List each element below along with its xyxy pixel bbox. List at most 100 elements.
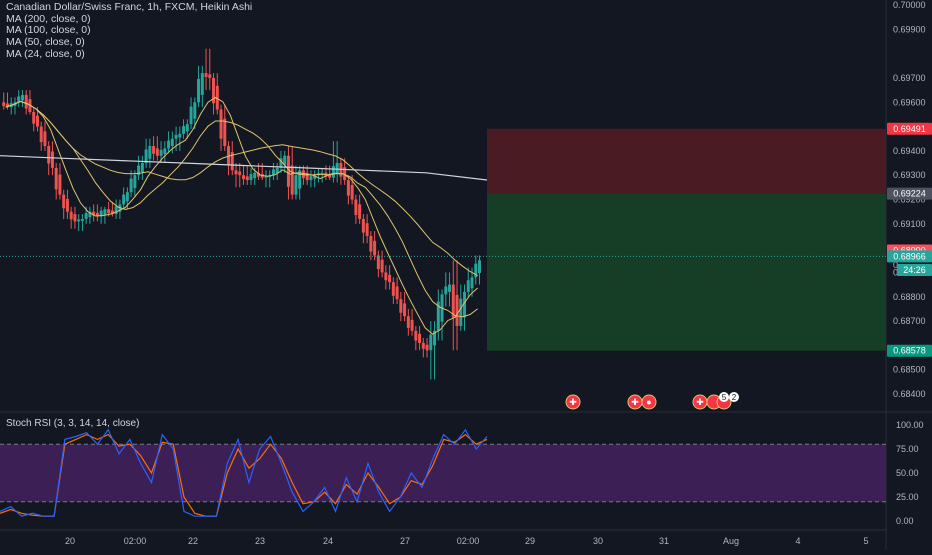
candle-body xyxy=(2,102,6,107)
candle-body xyxy=(425,344,429,351)
candle-body xyxy=(466,280,470,292)
price-tag-label: 0.68578 xyxy=(893,346,926,356)
candle-body xyxy=(391,282,395,296)
price-tick-label: 0.69700 xyxy=(893,73,926,83)
candle-body xyxy=(410,319,414,331)
event-marker-icon: ✚ xyxy=(696,397,704,407)
event-marker-icon: ✚ xyxy=(631,397,639,407)
candle-body xyxy=(84,213,88,219)
candle-body xyxy=(129,178,133,193)
stoch-rsi-tick-label: 100.00 xyxy=(896,420,924,430)
candle-body xyxy=(92,211,96,216)
stop-loss-zone[interactable] xyxy=(487,128,886,194)
candles-layer xyxy=(2,48,482,380)
candle-body xyxy=(17,96,21,103)
candle-body xyxy=(43,131,47,147)
candle-body xyxy=(283,155,287,165)
price-tick-label: 0.69400 xyxy=(893,146,926,156)
candle-body xyxy=(444,286,448,295)
stoch-rsi-axis[interactable]: 100.00 75.00 50.00 25.00 0.00 xyxy=(896,420,924,526)
candle-body xyxy=(107,209,111,214)
candle-body xyxy=(230,152,234,171)
candle-body xyxy=(204,73,208,77)
candle-body xyxy=(331,165,335,178)
candle-body xyxy=(463,291,467,318)
ma24-line xyxy=(5,96,478,335)
candle-body xyxy=(5,103,9,108)
candle-body xyxy=(144,149,148,164)
event-marker[interactable] xyxy=(565,394,581,410)
time-axis[interactable]: 20 02:00 22 23 24 27 02:00 29 30 31 Aug 4 5 xyxy=(65,536,869,546)
stoch-rsi-legend[interactable]: Stoch RSI (3, 3, 14, 14, close) xyxy=(6,418,140,429)
candle-body xyxy=(418,333,422,343)
candle-body xyxy=(328,173,332,178)
candle-body xyxy=(122,194,126,205)
candle-body xyxy=(380,259,384,273)
ma200-line xyxy=(0,155,488,181)
price-tag-label: 0.69224 xyxy=(893,189,926,199)
candle-body xyxy=(346,180,350,196)
candle-body xyxy=(459,298,463,326)
candle-body xyxy=(264,175,268,178)
stoch-rsi-lines xyxy=(0,428,488,517)
price-tag-label: 0.68966 xyxy=(893,251,926,261)
candle-body xyxy=(286,155,290,187)
candle-body xyxy=(73,214,77,222)
candle-body xyxy=(451,284,455,318)
candle-body xyxy=(373,240,377,256)
candle-body xyxy=(406,316,410,328)
candle-body xyxy=(133,175,137,188)
candle-body xyxy=(50,151,54,168)
stoch-rsi-tick-label: 75.00 xyxy=(896,444,919,454)
candle-body xyxy=(24,94,28,109)
take-profit-zone[interactable] xyxy=(487,193,886,351)
price-tag xyxy=(887,344,932,357)
time-tick-label: 02:00 xyxy=(457,536,480,546)
time-tick-label: 29 xyxy=(525,536,535,546)
symbol-title[interactable]: Canadian Dollar/Swiss Franc, 1h, FXCM, H… xyxy=(6,1,253,13)
candle-body xyxy=(365,223,369,236)
candle-body xyxy=(39,126,43,143)
candle-body xyxy=(478,260,482,274)
event-count-badge[interactable] xyxy=(729,392,739,402)
candle-body xyxy=(125,192,129,202)
event-marker[interactable] xyxy=(641,394,657,410)
price-tag xyxy=(887,187,932,200)
candle-body xyxy=(421,342,425,349)
ma100-legend[interactable]: MA (100, close, 0) xyxy=(6,24,91,37)
candle-body xyxy=(170,138,174,147)
candle-body xyxy=(361,218,365,233)
candle-body xyxy=(290,165,294,195)
candle-body xyxy=(193,102,197,119)
ma24-legend[interactable]: MA (24, close, 0) xyxy=(6,47,85,60)
time-tick-label: 20 xyxy=(65,536,75,546)
candle-body xyxy=(178,133,182,138)
price-tick-label: 0.68800 xyxy=(893,292,926,302)
candle-body xyxy=(47,146,51,164)
candle-body xyxy=(279,158,283,168)
candle-body xyxy=(298,170,302,189)
chart-legend[interactable]: Canadian Dollar/Swiss Franc, 1h, FXCM, H… xyxy=(6,1,253,61)
stoch-rsi-k-line xyxy=(0,428,488,517)
time-tick-label: 24 xyxy=(323,536,333,546)
candle-body xyxy=(245,176,249,181)
event-count-badge[interactable] xyxy=(719,392,729,402)
ma50-legend[interactable]: MA (50, close, 0) xyxy=(6,36,85,49)
candle-body xyxy=(20,94,24,101)
price-tick-label: 0.70000 xyxy=(893,0,926,10)
candle-body xyxy=(212,77,216,104)
ma200-legend[interactable]: MA (200, close, 0) xyxy=(6,12,91,25)
candle-body xyxy=(238,171,242,176)
candle-body xyxy=(384,272,388,281)
candle-body xyxy=(110,210,114,215)
candle-body xyxy=(294,175,298,195)
time-tick-label: 02:00 xyxy=(124,536,147,546)
event-markers[interactable]: ✚ ✚ ● ✚ 5 2 xyxy=(565,392,739,410)
candle-body xyxy=(148,146,152,159)
candle-body xyxy=(271,169,275,176)
candle-body xyxy=(433,330,437,346)
price-tick-label: 0.68400 xyxy=(893,389,926,399)
candle-body xyxy=(189,106,193,125)
